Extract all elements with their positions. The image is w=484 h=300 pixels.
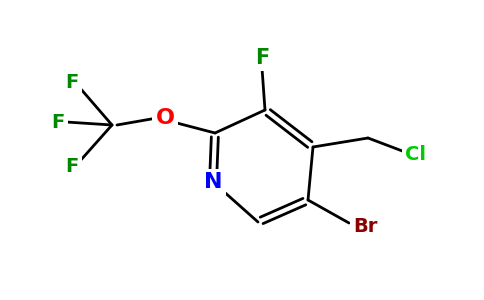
Text: N: N (204, 172, 222, 192)
Text: O: O (155, 108, 175, 128)
Text: Cl: Cl (405, 146, 425, 164)
Text: Br: Br (353, 218, 377, 236)
Text: F: F (255, 48, 269, 68)
Text: F: F (51, 112, 65, 131)
Text: F: F (65, 73, 78, 92)
Text: F: F (65, 158, 78, 176)
